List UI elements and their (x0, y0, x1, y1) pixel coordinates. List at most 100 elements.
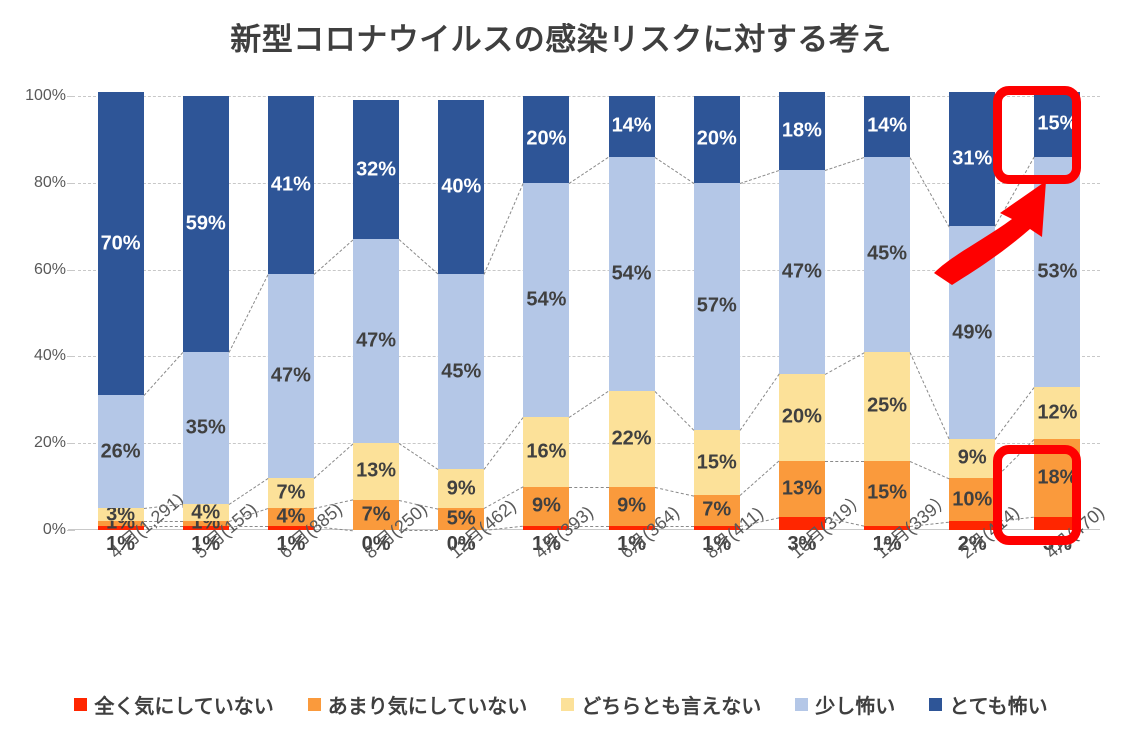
segment-connector-line (739, 460, 780, 497)
bar-segment[interactable] (523, 525, 570, 530)
bar-segment[interactable] (608, 525, 655, 530)
bar-segment[interactable] (438, 273, 485, 470)
bar-stack[interactable]: 2% 10% 9% 49% 31% (949, 91, 996, 555)
bar-segment[interactable] (267, 525, 314, 530)
bar-segment[interactable] (864, 352, 911, 461)
bar-stack[interactable]: 1% 1% 4% 35% 59% (182, 96, 229, 555)
segment-connector-line (569, 486, 609, 488)
segment-connector-line (994, 157, 1035, 227)
bar-segment[interactable] (182, 503, 229, 522)
bar-stack[interactable]: 0% 7% 13% 47% 32% (353, 96, 400, 555)
legend-item[interactable]: 全く気にしていない (74, 690, 274, 719)
bar-segment[interactable] (353, 443, 400, 500)
bar-segment[interactable] (438, 100, 485, 274)
bar-segment[interactable] (97, 521, 144, 526)
bar-segment[interactable] (608, 486, 655, 526)
segment-connector-line (654, 391, 695, 432)
legend-swatch-icon (307, 698, 321, 711)
bar-segment[interactable] (267, 477, 314, 509)
bar-segment[interactable] (1034, 516, 1081, 530)
bar-segment[interactable] (523, 182, 570, 418)
legend-swatch-icon (74, 698, 88, 711)
bar-segment[interactable] (949, 226, 996, 439)
bar-segment[interactable] (267, 508, 314, 526)
gridline (78, 443, 1100, 445)
bar-segment[interactable] (182, 96, 229, 353)
bar-segment[interactable] (693, 430, 740, 496)
bar-segment[interactable] (608, 96, 655, 157)
legend-item[interactable]: とても怖い (929, 690, 1048, 719)
bar-stack[interactable]: 1% 7% 15% 57% 20% (693, 96, 740, 555)
bar-segment[interactable] (949, 477, 996, 522)
y-axis-tick (67, 96, 75, 97)
segment-connector-line (654, 156, 695, 184)
bar-stack[interactable]: 1% 4% 7% 47% 41% (267, 96, 314, 555)
bar-segment[interactable] (1034, 386, 1081, 439)
bar-stack[interactable]: 1% 9% 16% 54% 20% (523, 96, 570, 555)
bar-segment[interactable] (778, 516, 825, 530)
bar-segment[interactable] (778, 169, 825, 374)
bar-segment[interactable] (438, 508, 485, 530)
bar-segment[interactable] (182, 352, 229, 504)
bar-segment[interactable] (778, 373, 825, 461)
bar-segment[interactable] (353, 100, 400, 240)
bar-segment[interactable] (523, 486, 570, 526)
legend-item[interactable]: どちらとも言えない (561, 690, 761, 719)
y-axis-tick-label: 40% (33, 347, 66, 365)
bar-segment[interactable] (267, 273, 314, 478)
bar-segment[interactable] (778, 91, 825, 170)
bar-segment[interactable] (97, 91, 144, 396)
bar-stack[interactable]: 0% 5% 9% 45% 40% (438, 96, 485, 555)
bar-stack[interactable]: 3% 18% 12% 53% 15% (1034, 91, 1081, 555)
bar-segment[interactable] (97, 525, 144, 530)
bar-segment[interactable] (523, 417, 570, 487)
bar-segment[interactable] (778, 460, 825, 517)
bar-segment[interactable] (97, 508, 144, 522)
bar-stack[interactable]: 1% 15% 25% 45% 14% (864, 96, 911, 555)
bar-segment[interactable] (1034, 156, 1081, 387)
bar-segment[interactable] (267, 96, 314, 274)
bar-segment[interactable] (864, 525, 911, 530)
legend-swatch-icon (561, 698, 575, 711)
bar-segment[interactable] (182, 525, 229, 530)
bar-segment[interactable] (864, 156, 911, 353)
bar-segment[interactable] (608, 156, 655, 392)
bar-segment[interactable] (97, 395, 144, 509)
bar-segment[interactable] (438, 469, 485, 509)
bar-segment[interactable] (608, 391, 655, 487)
bar-stack[interactable]: 3% 13% 20% 47% 18% (778, 91, 825, 555)
bar-segment[interactable] (693, 182, 740, 431)
bar-segment[interactable] (1034, 91, 1081, 157)
bar-segment[interactable] (523, 96, 570, 183)
segment-connector-line (824, 460, 865, 462)
bar-segment[interactable] (864, 96, 911, 157)
y-axis-tick-label: 0% (42, 521, 66, 538)
bar-segment[interactable] (693, 495, 740, 526)
segment-connector-line (313, 443, 354, 479)
bar-stack[interactable]: 1% 9% 22% 54% 14% (608, 96, 655, 555)
legend-item[interactable]: あまり気にしていない (307, 690, 527, 719)
y-axis-tick-label: 20% (33, 434, 66, 452)
bar-segment[interactable] (949, 438, 996, 478)
bar-segment[interactable] (1034, 438, 1081, 517)
bar-segment[interactable] (182, 521, 229, 526)
bar-segment[interactable] (693, 96, 740, 183)
y-axis-tick (67, 443, 75, 445)
bar-segment[interactable] (353, 499, 400, 530)
y-axis-tick (67, 182, 75, 184)
bar-segment[interactable] (693, 525, 740, 530)
bar-segment[interactable] (864, 460, 911, 526)
x-axis-line (68, 529, 1100, 530)
chart-legend: 全く気にしていない あまり気にしていない どちらとも言えない 少し怖い とても怖い (0, 690, 1122, 719)
legend-label: どちらとも言えない (581, 696, 762, 718)
bar-segment[interactable] (353, 239, 400, 444)
segment-connector-line (994, 438, 1035, 479)
bar-stack[interactable]: 1% 1% 3% 26% 70% (97, 91, 144, 555)
legend-item[interactable]: 少し怖い (795, 690, 895, 719)
bar-segment[interactable] (949, 91, 996, 227)
bar-segment[interactable] (949, 521, 996, 530)
segment-connector-line (909, 352, 950, 440)
segment-connector-line (739, 373, 780, 431)
segment-connector-line (909, 157, 950, 227)
